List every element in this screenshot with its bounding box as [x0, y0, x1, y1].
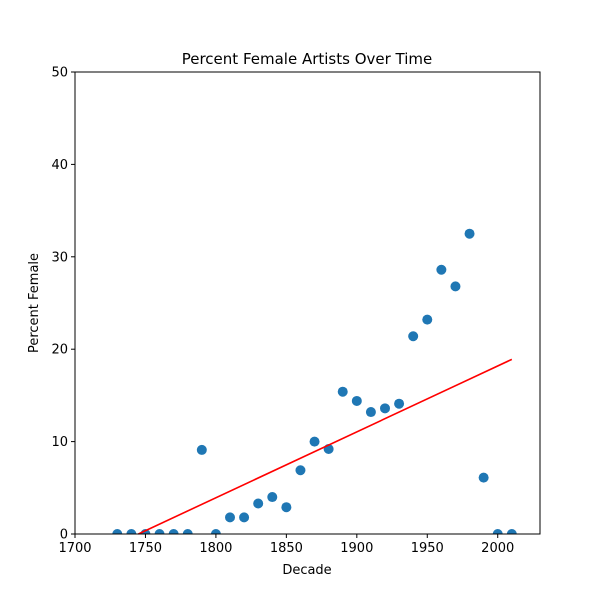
data-point-13	[295, 465, 306, 476]
data-point-27	[492, 529, 503, 534]
data-point-24	[450, 281, 461, 292]
y-tick-label-5: 50	[51, 66, 68, 81]
chart-title: Percent Female Artists Over Time	[182, 50, 433, 68]
y-tick-label-3: 30	[51, 250, 68, 265]
y-axis-label: Percent Female	[27, 253, 42, 353]
x-tick-label-1: 1750	[129, 541, 162, 556]
data-point-28	[506, 529, 517, 534]
y-tick-label-1: 10	[51, 435, 68, 450]
data-point-12	[281, 502, 292, 513]
x-tick-label-2: 1800	[199, 541, 232, 556]
y-tick-label-2: 20	[51, 343, 68, 358]
data-point-7	[210, 529, 221, 534]
plot-frame	[74, 71, 541, 535]
data-point-9	[239, 512, 250, 523]
data-point-22	[422, 314, 433, 325]
y-axis: 0 10 20 30 40 50	[51, 66, 75, 543]
data-point-21	[408, 331, 419, 342]
data-point-26	[478, 472, 489, 483]
data-point-10	[253, 498, 264, 509]
data-point-16	[337, 386, 348, 397]
data-point-5	[182, 529, 193, 534]
x-tick-label-3: 1850	[270, 541, 303, 556]
x-axis-label: Decade	[282, 563, 331, 578]
x-tick-label-4: 1900	[340, 541, 373, 556]
data-point-23	[436, 264, 447, 275]
data-point-4	[168, 529, 179, 534]
data-point-8	[225, 512, 235, 523]
data-point-11	[267, 492, 278, 503]
x-axis: 1700 1750 1800 1850 1900 1950 2000	[58, 534, 514, 556]
plot-area	[112, 228, 517, 535]
data-point-6	[196, 444, 207, 455]
y-tick-label-0: 0	[60, 528, 68, 543]
plot-marks	[112, 228, 517, 534]
data-point-14	[309, 436, 320, 447]
data-point-1	[126, 529, 137, 534]
data-point-3	[154, 529, 165, 534]
data-point-19	[380, 403, 390, 414]
data-point-25	[464, 228, 475, 239]
y-tick-label-4: 40	[51, 158, 68, 173]
data-point-20	[394, 398, 405, 409]
x-tick-label-5: 1950	[411, 541, 444, 556]
x-tick-label-0: 1700	[58, 541, 91, 556]
data-point-18	[365, 407, 376, 418]
data-point-17	[351, 395, 362, 406]
x-tick-label-6: 2000	[481, 541, 514, 556]
trend-line	[138, 358, 513, 535]
data-point-0	[112, 529, 123, 534]
